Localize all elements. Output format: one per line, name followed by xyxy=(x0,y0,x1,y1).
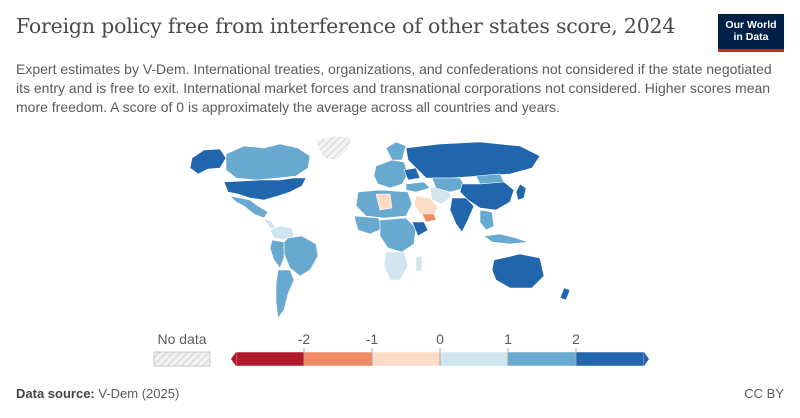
region-canada[interactable] xyxy=(225,143,311,181)
logo-line-2: in Data xyxy=(733,31,769,43)
data-source: Data source: V-Dem (2025) xyxy=(16,386,179,401)
region-madagascar[interactable] xyxy=(415,255,423,273)
legend-no-data-swatch xyxy=(153,351,211,367)
legend-bin-1 xyxy=(303,351,373,367)
region-scandinavia[interactable] xyxy=(385,141,407,161)
data-source-label: Data source: xyxy=(16,386,95,401)
region-alaska[interactable] xyxy=(189,148,227,175)
world-map[interactable] xyxy=(180,134,600,330)
legend-bin-3 xyxy=(439,351,509,367)
region-japan[interactable] xyxy=(515,183,527,201)
legend-bin-2 xyxy=(371,351,441,367)
region-southern-africa[interactable] xyxy=(383,251,409,281)
region-new-zealand[interactable] xyxy=(559,287,571,301)
region-algeria[interactable] xyxy=(375,193,393,211)
region-eastern-europe[interactable] xyxy=(403,167,421,181)
region-yemen[interactable] xyxy=(421,213,437,223)
region-europe[interactable] xyxy=(373,159,409,189)
chart-title: Foreign policy free from interference of… xyxy=(16,14,676,38)
legend-tick-label: 2 xyxy=(572,331,580,347)
owid-logo[interactable]: Our World in Data xyxy=(718,14,784,52)
legend-tick-label: 1 xyxy=(504,331,512,347)
region-turkey[interactable] xyxy=(405,181,431,193)
color-legend: No data -2 -1 0 1 2 xyxy=(153,331,649,367)
legend-no-data-label: No data xyxy=(157,331,206,347)
region-indonesia[interactable] xyxy=(483,233,529,245)
region-horn-of-africa[interactable] xyxy=(411,221,429,237)
legend-tick-label: -2 xyxy=(298,331,311,347)
region-russia[interactable] xyxy=(405,141,541,179)
region-southeast-asia[interactable] xyxy=(479,209,495,231)
region-venezuela[interactable] xyxy=(269,225,295,241)
region-united-states[interactable] xyxy=(223,177,307,201)
legend-tick-label: -1 xyxy=(366,331,379,347)
region-central-asia[interactable] xyxy=(431,177,467,193)
license[interactable]: CC BY xyxy=(744,386,784,401)
region-china[interactable] xyxy=(459,181,515,211)
region-greenland[interactable] xyxy=(315,135,353,161)
legend-arrow-left xyxy=(231,352,236,366)
data-source-value[interactable]: V-Dem (2025) xyxy=(98,386,180,401)
region-india[interactable] xyxy=(449,197,475,233)
legend-bin-0 xyxy=(235,351,305,367)
legend-bin-5 xyxy=(575,351,645,367)
chart-subtitle: Expert estimates by V-Dem. International… xyxy=(16,61,772,115)
region-central-america[interactable] xyxy=(263,217,277,229)
legend-tick-labels: -2 -1 0 1 2 xyxy=(298,331,580,366)
legend-arrow-right xyxy=(644,352,649,366)
region-australia[interactable] xyxy=(491,253,545,289)
region-west-africa[interactable] xyxy=(353,215,385,235)
region-argentina-chile[interactable] xyxy=(275,269,295,319)
region-central-africa[interactable] xyxy=(379,217,417,253)
region-peru-bolivia[interactable] xyxy=(269,239,285,269)
legend-bin-4 xyxy=(507,351,577,367)
legend-tick-label: 0 xyxy=(436,331,444,347)
logo-line-1: Our World xyxy=(725,19,777,31)
